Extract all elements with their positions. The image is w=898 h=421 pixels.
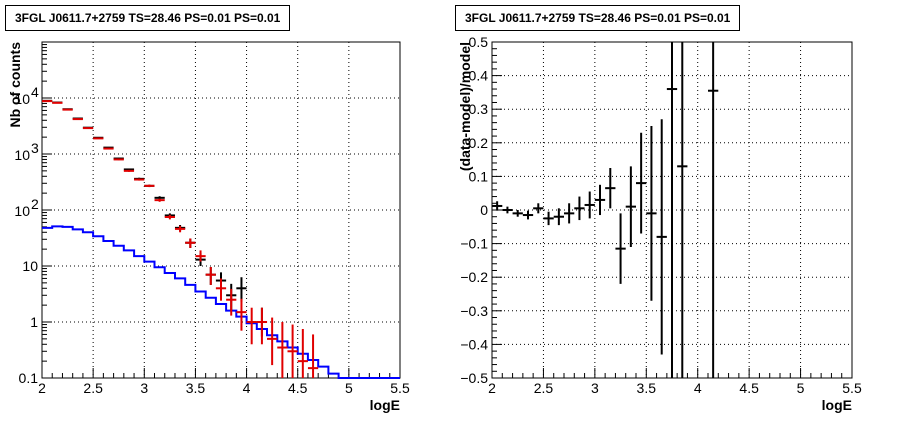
y-tick-exponent: 3: [31, 140, 39, 156]
y-axis-title: Nb of counts: [7, 42, 23, 128]
x-tick-label: 5.5: [390, 380, 410, 396]
x-tick-label: 2: [488, 380, 496, 396]
y-tick-label: 0.2: [469, 135, 489, 151]
y-tick-label: 0.4: [469, 68, 489, 84]
x-tick-label: 2.5: [534, 380, 554, 396]
y-tick-label: 0.1: [19, 370, 39, 386]
x-tick-label: 4.5: [288, 380, 308, 396]
x-axis-title: logE: [370, 397, 400, 413]
y-axis-title: (data-model)/model: [457, 42, 473, 171]
x-tick-label: 5: [797, 380, 805, 396]
x-tick-label: 4.5: [739, 380, 759, 396]
model-step-line: [42, 225, 400, 379]
y-tick-label: −0.3: [460, 303, 488, 319]
y-tick-label: 1: [30, 314, 38, 330]
right-panel: 2 2.5 3 3.5 4 4.5 5 5.5 0.5 0.4 0.3 0.2 0.1 0 −0.1 −0.2…: [457, 34, 862, 413]
y-tick-label: −0.1: [460, 236, 488, 252]
x-tick-label: 3.5: [637, 380, 657, 396]
y-tick-label: 0: [480, 202, 488, 218]
left-panel-title: 3FGL J0611.7+2759 TS=28.46 PS=0.01 PS=0.…: [5, 5, 291, 31]
y-tick-label: 10: [14, 203, 30, 219]
right-panel-title: 3FGL J0611.7+2759 TS=28.46 PS=0.01 PS=0.…: [455, 5, 741, 31]
x-tick-label: 3.5: [186, 380, 206, 396]
y-tick-label: 0.3: [469, 101, 489, 117]
x-tick-label: 5.5: [842, 380, 862, 396]
x-axis-title: logE: [822, 397, 852, 413]
x-tick-label: 2.5: [83, 380, 103, 396]
y-tick-label: −0.4: [460, 336, 488, 352]
y-tick-label: −0.5: [460, 370, 488, 386]
y-tick-label: 0.1: [469, 168, 489, 184]
x-tick-label: 5: [345, 380, 353, 396]
y-tick-label: 10: [22, 258, 38, 274]
x-tick-label: 3: [140, 380, 148, 396]
y-tick-label: −0.2: [460, 269, 488, 285]
x-tick-label: 2: [38, 380, 46, 396]
y-tick-exponent: 2: [31, 196, 39, 212]
x-tick-label: 4: [694, 380, 702, 396]
y-tick-label: 10: [14, 91, 30, 107]
y-tick-label: 0.5: [469, 34, 489, 50]
y-tick-exponent: 4: [31, 84, 39, 100]
x-tick-label: 4: [243, 380, 251, 396]
y-tick-label: 10: [14, 147, 30, 163]
x-tick-label: 3: [591, 380, 599, 396]
